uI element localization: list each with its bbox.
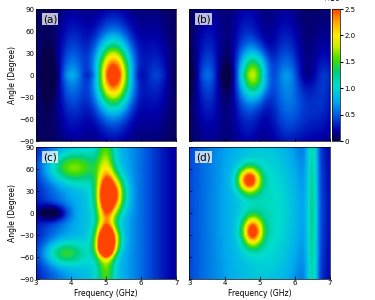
Text: (a): (a) xyxy=(43,14,57,24)
Text: (c): (c) xyxy=(43,152,56,162)
Text: $\times10^{-2}$: $\times10^{-2}$ xyxy=(323,0,349,4)
Y-axis label: Angle (Degree): Angle (Degree) xyxy=(8,46,16,104)
Text: (b): (b) xyxy=(196,14,211,24)
Y-axis label: Angle (Degree): Angle (Degree) xyxy=(8,184,16,242)
X-axis label: Frequency (GHz): Frequency (GHz) xyxy=(74,289,138,298)
X-axis label: Frequency (GHz): Frequency (GHz) xyxy=(228,289,291,298)
Text: (d): (d) xyxy=(196,152,211,162)
